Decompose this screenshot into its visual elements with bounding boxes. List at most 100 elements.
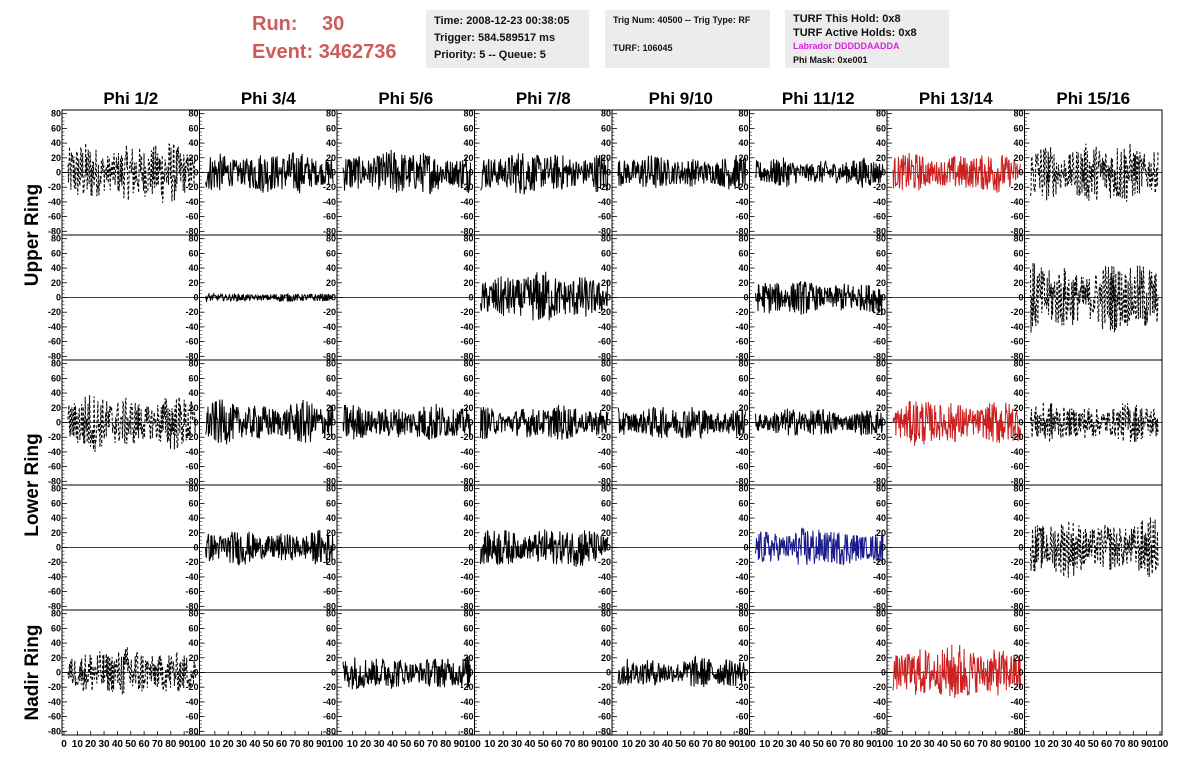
y-tick-label: 0 [56,168,61,178]
y-tick-label: 40 [51,513,61,523]
y-tick-label: -40 [460,197,473,207]
x-tick-label: 50 [125,739,137,750]
y-tick-label: 80 [1013,609,1023,619]
panel-r2-c1: -80 -60 -40 -20 0 20 40 60 80 [48,234,200,361]
y-tick-label: 20 [1013,153,1023,163]
y-tick-label: -20 [1010,307,1023,317]
y-tick-label: -80 [48,601,61,611]
x-tick-label: 50 [813,739,825,750]
y-tick-label: 40 [876,263,886,273]
y-tick-label: -40 [460,697,473,707]
y-tick-label: -40 [735,697,748,707]
y-tick-label: -80 [598,726,611,736]
turf-hold-text: TURF This Hold: 0x8 [793,13,901,25]
x-tick-label: 10 [759,739,771,750]
y-tick-label: 0 [56,418,61,428]
x-tick-label: 30 [648,739,660,750]
panel-r2-c6: -80 -60 -40 -20 0 20 40 60 80 [735,234,888,361]
y-tick-label: 80 [738,234,748,244]
x-tick-label: 90 [316,739,328,750]
x-tick-label: 50 [675,739,687,750]
waveform-trace [617,406,746,440]
time-text: Time: 2008-12-23 00:38:05 [434,15,570,27]
y-tick-label: 0 [881,543,886,553]
event-value: 3462736 [318,41,397,63]
y-tick-label: 60 [51,498,61,508]
y-tick-label: 0 [468,668,473,678]
y-tick-label: 0 [193,668,198,678]
y-tick-label: -60 [598,462,611,472]
waveform-trace [755,281,884,316]
panel-r4-c6: -80 -60 -40 -20 0 20 40 60 80 [735,484,888,611]
x-tick-label: 40 [937,739,949,750]
y-tick-label: -20 [48,432,61,442]
y-tick-label: 80 [738,359,748,369]
y-tick-label: -80 [48,476,61,486]
y-tick-label: 40 [738,513,748,523]
y-tick-label: 0 [743,293,748,303]
panel-r2-c8: -80 -60 -40 -20 0 20 40 60 80 [1010,234,1163,361]
y-tick-label: 80 [876,609,886,619]
y-tick-label: 20 [601,653,611,663]
y-tick-label: 60 [51,123,61,133]
x-tick-label: 10 [72,739,84,750]
panel-r2-c5: -80 -60 -40 -20 0 20 40 60 80 [598,234,750,361]
x-tick-label: 60 [414,739,426,750]
y-tick-label: 20 [463,653,473,663]
x-tick-label: 20 [498,739,510,750]
y-tick-label: 40 [1013,263,1023,273]
y-tick-label: -60 [873,587,886,597]
y-tick-label: 80 [463,359,473,369]
y-tick-label: 60 [876,498,886,508]
y-tick-label: -60 [598,337,611,347]
y-tick-label: 0 [193,543,198,553]
waveform-trace [342,149,471,195]
y-tick-label: -20 [323,557,336,567]
y-tick-label: 0 [743,668,748,678]
y-tick-label: -40 [48,447,61,457]
y-tick-label: 60 [463,373,473,383]
y-tick-label: -80 [48,226,61,236]
y-tick-label: -60 [323,212,336,222]
y-tick-label: 60 [188,373,198,383]
x-tick-label: 10 [897,739,909,750]
y-tick-label: -40 [323,322,336,332]
y-tick-label: -60 [48,587,61,597]
y-tick-label: -40 [873,322,886,332]
panel-r5-c8: -80 -60 -40 -20 0 20 40 60 80 [1010,609,1163,736]
y-tick-label: -80 [323,351,336,361]
y-tick-label: -40 [735,572,748,582]
x-tick-label: 100 [464,739,481,750]
x-tick-label: 80 [1128,739,1140,750]
panel-r3-c4: -80 -60 -40 -20 0 20 40 60 80 [460,359,613,486]
y-tick-label: 20 [876,278,886,288]
y-tick-label: 80 [876,234,886,244]
y-tick-label: -80 [460,351,473,361]
y-tick-label: -80 [873,726,886,736]
y-tick-label: -20 [598,307,611,317]
y-tick-label: -80 [1010,601,1023,611]
x-tick-label: 60 [276,739,288,750]
waveform-trace [1030,517,1159,578]
y-tick-label: 20 [463,153,473,163]
x-tick-label: 20 [635,739,647,750]
y-tick-label: 20 [188,153,198,163]
y-tick-label: 80 [51,359,61,369]
y-tick-label: 0 [331,293,336,303]
panel-r2-c2: -80 -60 -40 -20 0 20 40 60 80 [185,234,338,361]
y-tick-label: -80 [735,601,748,611]
x-tick-label: 40 [112,739,124,750]
time-info-box: Time: 2008-12-23 00:38:05 Trigger: 584.5… [426,10,589,68]
y-tick-label: -60 [460,337,473,347]
ring-label-2: Lower Ring [22,433,43,536]
y-tick-label: -60 [460,712,473,722]
y-tick-label: -40 [323,447,336,457]
x-tick-label: 60 [689,739,701,750]
x-tick-label: 70 [702,739,714,750]
y-tick-label: 20 [738,528,748,538]
x-tick-label: 30 [236,739,248,750]
y-tick-label: 80 [188,109,198,119]
y-tick-label: 40 [738,638,748,648]
y-tick-label: 20 [326,278,336,288]
x-tick-label: 30 [98,739,110,750]
